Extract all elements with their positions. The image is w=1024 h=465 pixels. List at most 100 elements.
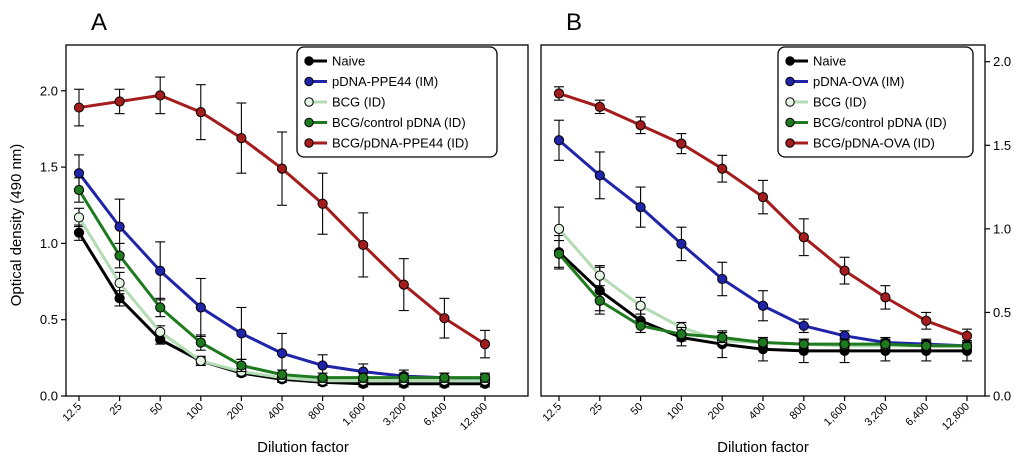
panel-b-label: B	[566, 9, 582, 36]
plot-frame	[65, 44, 529, 397]
data-point	[439, 313, 450, 324]
legend-swatch-marker	[785, 76, 795, 87]
x-tick-label: 200	[225, 401, 246, 422]
data-point	[798, 339, 809, 350]
y-tick-label: 2.0	[993, 54, 1011, 69]
data-point	[114, 293, 125, 304]
data-point	[553, 223, 565, 234]
data-point	[635, 300, 646, 311]
legend: Naive pDNA-OVA (IM) BCG (ID) BCG/control pD…	[777, 46, 974, 158]
data-point	[236, 328, 247, 339]
data-point	[635, 120, 646, 131]
data-point	[553, 135, 565, 146]
y-tick-label: 0.0	[993, 389, 1011, 404]
data-point	[73, 168, 85, 179]
legend-swatch-marker	[785, 56, 795, 66]
x-tick-label: 400	[266, 401, 287, 422]
data-point	[155, 302, 166, 313]
data-point	[594, 101, 605, 112]
legend-swatch-marker	[304, 76, 314, 87]
data-point	[717, 163, 728, 174]
legend-label: BCG/pDNA-PPE44 (ID)	[332, 136, 469, 151]
y-tick-label: 1.5	[40, 160, 58, 175]
series-3	[73, 177, 491, 383]
legend-label: BCG (ID)	[813, 95, 866, 110]
data-point	[236, 132, 247, 144]
legend-label: BCG (ID)	[332, 95, 385, 110]
data-point	[114, 96, 125, 107]
panel-b-chart: B Dilution factor 0.0 0.5 1.0 1.5 2.0 12.5 25 5…	[540, 9, 1011, 456]
x-tick-label: 1,600	[822, 401, 850, 429]
legend-label: Naive	[332, 54, 365, 69]
data-point	[717, 332, 728, 343]
x-tick-label: 12,800	[940, 401, 972, 433]
data-point	[195, 302, 206, 313]
data-point	[73, 212, 85, 223]
legend-swatch-marker	[304, 117, 314, 128]
legend-box	[777, 46, 974, 158]
panel-a-label: A	[91, 9, 107, 36]
data-point	[553, 248, 565, 260]
legend-label: BCG/control pDNA (ID)	[813, 115, 947, 130]
legend-label: Naive	[813, 54, 846, 69]
data-point	[880, 292, 891, 303]
y-tick-label: 0.5	[40, 312, 58, 327]
x-tick-label: 200	[706, 401, 727, 422]
data-point	[276, 348, 288, 359]
panel-b-x-axis-title: Dilution factor	[717, 439, 809, 456]
data-point	[439, 372, 450, 383]
data-point	[155, 265, 166, 276]
data-point	[398, 279, 409, 290]
legend: Naive pDNA-PPE44 (IM) BCG (ID) BCG/control …	[296, 46, 498, 158]
data-point	[398, 372, 409, 383]
y-tick-label: 2.0	[40, 83, 58, 98]
data-point	[73, 102, 85, 113]
data-point	[155, 326, 166, 338]
legend-box	[296, 46, 498, 158]
data-point	[195, 355, 206, 366]
data-point	[276, 163, 288, 174]
legend-label: BCG/pDNA-OVA (ID)	[813, 136, 935, 151]
series-4	[73, 76, 491, 359]
x-tick-label: 50	[148, 401, 165, 418]
legend-swatch-marker	[785, 138, 795, 148]
data-point	[594, 170, 605, 181]
series-2	[553, 206, 973, 351]
data-point	[73, 227, 85, 238]
data-point	[358, 239, 369, 251]
data-point	[757, 337, 769, 348]
data-point	[195, 337, 206, 348]
data-point	[839, 339, 850, 350]
x-tick-label: 800	[306, 401, 327, 422]
legend-label: BCG/control pDNA (ID)	[332, 115, 466, 130]
data-point	[757, 192, 769, 203]
data-point	[276, 369, 288, 380]
y-tick-label: 0.5	[993, 305, 1011, 320]
data-point	[479, 339, 491, 350]
series-line	[557, 227, 967, 348]
y-tick-label: 0.0	[40, 389, 58, 404]
data-point	[594, 295, 605, 306]
y-tick-label: 1.5	[993, 138, 1011, 153]
x-tick-label: 50	[629, 401, 646, 418]
panel-a-x-axis-title: Dilution factor	[257, 439, 349, 456]
panel-b-plot-area: 0.0 0.5 1.0 1.5 2.0 12.5 25 50 100 200 400 800 1,600…	[540, 44, 1011, 433]
data-point	[880, 339, 891, 350]
data-point	[114, 221, 125, 232]
data-point	[114, 250, 125, 261]
data-point	[236, 360, 247, 371]
legend-label: pDNA-OVA (IM)	[813, 74, 905, 89]
legend-swatch-marker	[785, 97, 795, 107]
data-point	[798, 320, 809, 331]
data-point	[317, 360, 328, 371]
data-point	[676, 238, 687, 249]
data-point	[317, 198, 328, 209]
series-4	[553, 86, 973, 344]
panel-a-y-axis-title: Optical density (490 nm)	[8, 144, 25, 307]
x-tick-label: 100	[184, 401, 205, 422]
data-point	[757, 300, 769, 311]
data-point	[717, 273, 728, 285]
x-tick-label: 6,400	[903, 401, 931, 429]
data-point	[635, 202, 646, 213]
